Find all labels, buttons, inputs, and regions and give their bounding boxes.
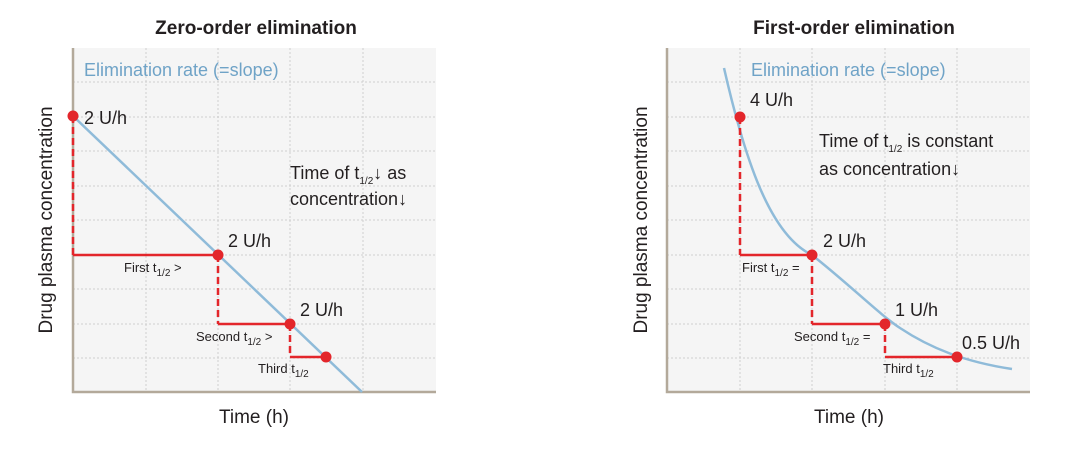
zero-order-half-life-2: Second t1/2 > bbox=[196, 329, 272, 348]
zero-order-y-axis-label: Drug plasma concentration bbox=[36, 106, 57, 333]
first-order-point-label-4: 0.5 U/h bbox=[962, 333, 1020, 353]
zero-order-point-3 bbox=[284, 318, 296, 330]
first-order-point-2 bbox=[806, 249, 818, 261]
first-order-half-life-3: Third t1/2 bbox=[883, 361, 934, 380]
first-order-half-life-2: Second t1/2 = bbox=[794, 329, 870, 348]
first-order-point-label-3: 1 U/h bbox=[895, 300, 938, 320]
zero-order-point-label-2: 2 U/h bbox=[228, 231, 271, 251]
zero-order-title: Zero-order elimination bbox=[155, 18, 357, 39]
zero-order-half-life-3: Third t1/2 bbox=[258, 361, 309, 380]
first-order-point-1 bbox=[734, 111, 746, 123]
first-order-note-line-1: Time of t1/2 is constant bbox=[819, 131, 993, 155]
zero-order-point-4 bbox=[320, 351, 332, 363]
first-order-y-axis-label: Drug plasma concentration bbox=[631, 106, 652, 333]
first-order-axes bbox=[665, 48, 1030, 394]
first-order-point-label-1: 4 U/h bbox=[750, 90, 793, 110]
first-order-note-line-2: as concentration↓ bbox=[819, 159, 960, 179]
first-order-half-life-1: First t1/2 = bbox=[742, 260, 800, 279]
zero-order-note-line-1: Time of t1/2↓ as bbox=[290, 163, 406, 187]
zero-order-x-axis-label: Time (h) bbox=[219, 407, 289, 428]
first-order-curve bbox=[722, 67, 1013, 371]
first-order-point-3 bbox=[879, 318, 891, 330]
first-order-title: First-order elimination bbox=[753, 18, 955, 39]
first-order-panel: First-order elimination Elimination rate… bbox=[631, 18, 1030, 428]
zero-order-point-1 bbox=[67, 110, 79, 122]
first-order-rate-label: Elimination rate (=slope) bbox=[751, 60, 946, 80]
zero-order-point-label-1: 2 U/h bbox=[84, 108, 127, 128]
first-order-point-label-2: 2 U/h bbox=[823, 231, 866, 251]
zero-order-point-label-3: 2 U/h bbox=[300, 300, 343, 320]
first-order-x-axis-label: Time (h) bbox=[814, 407, 884, 428]
zero-order-half-life-1: First t1/2 > bbox=[124, 260, 182, 279]
zero-order-point-2 bbox=[212, 249, 224, 261]
zero-order-panel: Zero-order elimination Elimination rate … bbox=[36, 18, 436, 428]
first-order-point-4 bbox=[951, 351, 963, 363]
zero-order-note-line-2: concentration↓ bbox=[290, 189, 407, 209]
zero-order-rate-label: Elimination rate (=slope) bbox=[84, 60, 279, 80]
